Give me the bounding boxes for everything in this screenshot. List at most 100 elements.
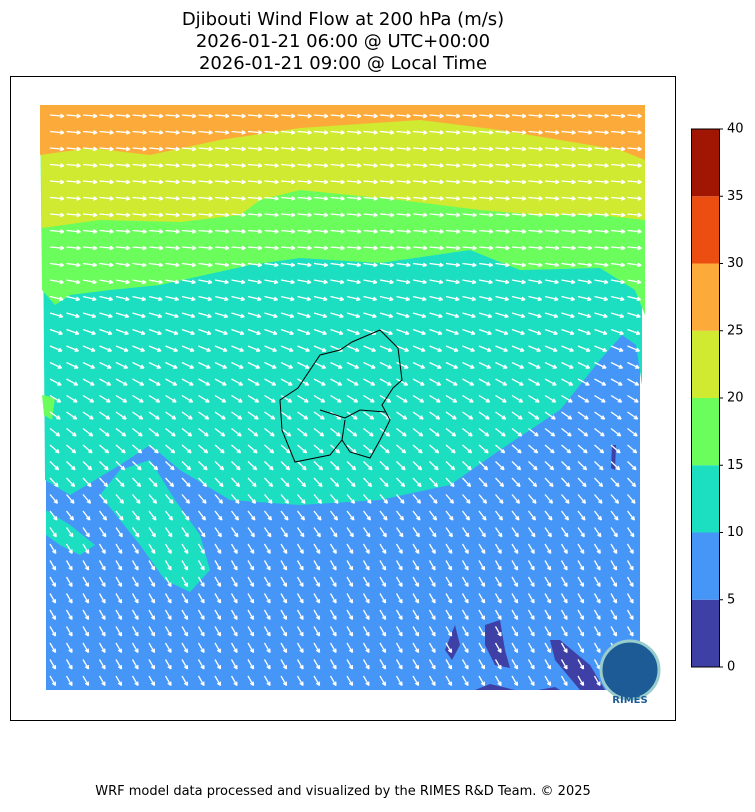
wind-arrow xyxy=(148,212,164,218)
wind-arrow xyxy=(561,229,576,234)
wind-arrow xyxy=(362,510,372,521)
wind-arrow xyxy=(263,642,271,654)
wind-arrow xyxy=(131,560,139,571)
wind-arrow xyxy=(198,378,211,386)
wind-arrow xyxy=(297,262,312,268)
wind-arrow xyxy=(362,543,370,555)
wind-arrow xyxy=(429,212,444,218)
wind-arrow xyxy=(429,328,443,335)
wind-arrow xyxy=(99,461,109,471)
wind-arrow xyxy=(561,345,575,352)
wind-arrow xyxy=(412,345,426,352)
wind-arrow xyxy=(627,312,641,319)
wind-arrow xyxy=(313,312,328,319)
wind-arrow xyxy=(264,245,279,251)
wind-arrow xyxy=(98,626,106,637)
wind-arrow xyxy=(363,212,378,218)
wind-arrow xyxy=(495,427,506,437)
wind-arrow xyxy=(429,394,441,403)
wind-arrow xyxy=(230,543,238,555)
wind-arrow xyxy=(478,196,494,201)
wind-arrow xyxy=(544,494,554,504)
wind-arrow xyxy=(462,262,477,268)
wind-arrow xyxy=(379,394,392,403)
wind-arrow xyxy=(626,593,634,604)
wind-arrow xyxy=(610,345,624,352)
wind-arrow xyxy=(429,378,442,386)
wind-arrow xyxy=(561,179,576,185)
band-0-5 xyxy=(445,445,616,690)
wind-arrow xyxy=(610,510,619,521)
wind-arrow xyxy=(247,345,261,352)
wind-arrow xyxy=(528,130,543,135)
wind-arrow xyxy=(296,626,304,637)
wind-arrow xyxy=(593,593,601,604)
wind-arrow xyxy=(494,659,502,670)
wind-arrow xyxy=(528,461,538,471)
wind-arrow xyxy=(329,543,337,555)
wind-arrow xyxy=(181,245,197,251)
colorbar-tick-label: 15 xyxy=(727,458,744,473)
wind-arrow xyxy=(346,477,356,488)
wind-arrow xyxy=(230,527,239,538)
wind-arrow xyxy=(561,262,576,268)
wind-arrow xyxy=(247,212,263,218)
wind-arrow xyxy=(346,130,362,135)
wind-arrow xyxy=(148,576,156,588)
wind-arrow xyxy=(165,361,178,369)
wind-arrow xyxy=(495,444,506,454)
wind-arrow xyxy=(561,279,576,285)
wind-arrow xyxy=(297,245,312,251)
wind-arrow xyxy=(511,626,519,637)
wind-arrow xyxy=(49,427,61,437)
wind-arrow xyxy=(626,626,634,637)
wind-arrow xyxy=(363,444,374,454)
wind-arrow xyxy=(280,262,296,268)
wind-arrow xyxy=(313,560,321,571)
wind-arrow xyxy=(412,179,428,185)
wind-arrow xyxy=(313,444,324,454)
wind-arrow xyxy=(214,378,227,386)
wind-arrow xyxy=(148,279,163,285)
wind-arrow xyxy=(231,477,241,488)
wind-arrow xyxy=(429,196,444,201)
wind-arrow xyxy=(462,494,471,504)
wind-arrow xyxy=(494,543,502,555)
wind-arrow xyxy=(247,328,261,335)
wind-arrow xyxy=(527,626,535,637)
wind-arrow xyxy=(495,345,509,352)
wind-arrow xyxy=(396,328,410,335)
wind-arrow xyxy=(247,510,256,521)
wind-arrow xyxy=(99,262,114,268)
colorbar-tick-label: 30 xyxy=(727,256,744,271)
wind-arrow xyxy=(297,146,312,152)
wind-arrow xyxy=(494,609,502,621)
wind-arrow xyxy=(231,444,242,454)
wind-arrow xyxy=(494,675,502,687)
wind-arrow xyxy=(280,593,288,604)
wind-arrow xyxy=(528,394,540,403)
wind-arrow xyxy=(181,262,197,268)
wind-arrow xyxy=(99,477,109,488)
wind-arrow xyxy=(214,543,222,555)
wind-arrow xyxy=(148,560,156,571)
wind-arrow xyxy=(82,444,93,454)
wind-arrow xyxy=(445,361,459,369)
wind-arrow xyxy=(330,196,345,201)
wind-arrow xyxy=(478,279,493,285)
wind-arrow xyxy=(396,312,410,319)
wind-arrow xyxy=(462,279,477,285)
wind-arrow xyxy=(462,229,477,234)
wind-arrow xyxy=(478,494,488,504)
wind-arrow xyxy=(296,659,304,670)
wind-arrow xyxy=(98,510,108,521)
wind-arrow xyxy=(379,279,394,285)
wind-arrow xyxy=(82,394,95,403)
wind-arrow xyxy=(577,212,593,218)
wind-arrow xyxy=(148,427,160,437)
wind-arrow xyxy=(197,642,205,654)
wind-arrow xyxy=(115,312,130,319)
wind-arrow xyxy=(462,179,477,185)
wind-arrow xyxy=(198,427,209,437)
wind-arrow xyxy=(561,196,576,201)
